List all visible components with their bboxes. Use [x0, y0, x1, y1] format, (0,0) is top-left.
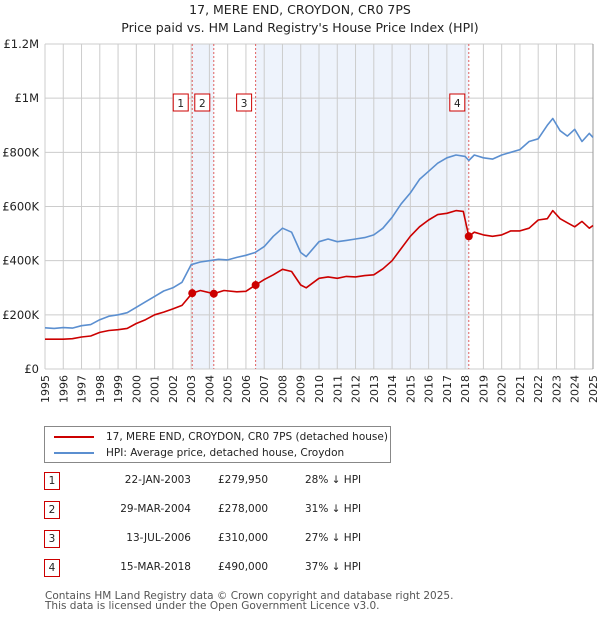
sale-date: 22-JAN-2003	[124, 474, 191, 486]
sale-marker-number: 4	[454, 98, 461, 110]
attribution-line-2: This data is licensed under the Open Gov…	[45, 600, 380, 612]
sale-hpi-diff: 31% ↓ HPI	[305, 503, 362, 515]
sale-hpi-diff: 37% ↓ HPI	[305, 561, 362, 573]
sale-date: 15-MAR-2018	[120, 561, 191, 573]
legend-label-hpi: HPI: Average price, detached house, Croy…	[106, 447, 345, 459]
x-tick-label: 2016	[423, 375, 436, 403]
attribution-footer: Contains HM Land Registry data © Crown c…	[45, 590, 454, 612]
sale-marker-number: 1	[177, 98, 184, 110]
x-tick-label: 1996	[57, 375, 70, 403]
x-tick-label: 2008	[276, 375, 289, 403]
sale-number-badge: 4	[44, 559, 60, 577]
property-price-line	[45, 209, 594, 341]
sale-marker-badge	[194, 93, 211, 112]
y-tick-label: £1M	[14, 91, 39, 105]
x-tick-label: 2005	[222, 375, 235, 403]
legend-item-property: 17, MERE END, CROYDON, CR0 7PS (detached…	[45, 429, 388, 445]
x-tick-label: 2012	[350, 375, 363, 403]
y-tick-label: £800K	[2, 145, 39, 159]
attribution-line-1: Contains HM Land Registry data © Crown c…	[45, 590, 454, 602]
x-tick-label: 2015	[404, 375, 417, 403]
sale-marker-badge	[236, 93, 253, 112]
sale-number-badge: 3	[44, 530, 60, 548]
x-tick-label: 2011	[331, 375, 344, 403]
sale-marker-number: 2	[199, 98, 206, 110]
chart-title: 17, MERE END, CROYDON, CR0 7PS	[189, 2, 411, 17]
sale-point	[251, 281, 260, 290]
x-tick-label: 2021	[514, 375, 527, 403]
hpi-line	[44, 117, 594, 330]
legend-swatch-property	[54, 436, 94, 438]
sale-point	[464, 232, 473, 241]
sale-price: £490,000	[218, 561, 269, 573]
x-tick-label: 2022	[532, 375, 545, 403]
sale-price: £278,000	[218, 503, 269, 515]
x-tick-label: 1998	[94, 375, 107, 403]
sale-number-badge: 2	[44, 501, 60, 519]
x-tick-label: 2014	[386, 375, 399, 403]
sale-price: £279,950	[218, 474, 269, 486]
sale-row: 4 15-MAR-2018 £490,000 37% ↓ HPI	[40, 559, 440, 579]
sale-row: 1 22-JAN-2003 £279,950 28% ↓ HPI	[40, 472, 440, 492]
x-tick-label: 2000	[130, 375, 143, 403]
x-tick-label: 2024	[569, 375, 582, 403]
y-tick-label: £600K	[2, 200, 39, 214]
x-tick-label: 2018	[459, 375, 472, 403]
x-tick-label: 2006	[240, 375, 253, 403]
y-tick-label: £200K	[2, 308, 39, 322]
sale-marker-number: 3	[241, 98, 248, 110]
x-tick-label: 2004	[203, 375, 216, 403]
sale-marker-badge	[449, 93, 466, 112]
sale-point	[188, 289, 197, 298]
price-chart: 1995 1996 1997 1998 1999 2000 2001 2002 2003 2004…	[2, 37, 600, 403]
sale-date: 13-JUL-2006	[126, 532, 191, 544]
legend-swatch-hpi	[54, 452, 94, 454]
sale-point	[209, 289, 218, 298]
x-tick-label: 2013	[368, 375, 381, 403]
sale-hpi-diff: 28% ↓ HPI	[305, 474, 362, 486]
sale-marker-badge	[172, 93, 189, 112]
y-tick-label: £400K	[2, 254, 39, 268]
legend-label-property: 17, MERE END, CROYDON, CR0 7PS (detached…	[106, 431, 388, 443]
x-tick-label: 2019	[477, 375, 490, 403]
x-tick-label: 2020	[496, 375, 509, 403]
sale-row: 2 29-MAR-2004 £278,000 31% ↓ HPI	[40, 501, 440, 521]
x-tick-label: 2010	[313, 375, 326, 403]
x-tick-label: 2001	[149, 375, 162, 403]
x-tick-label: 2009	[295, 375, 308, 403]
y-tick-label: £0	[24, 362, 39, 376]
sale-number-badge: 1	[44, 472, 60, 490]
x-tick-label: 2002	[167, 375, 180, 403]
legend-item-hpi: HPI: Average price, detached house, Croy…	[45, 445, 344, 461]
x-tick-label: 2017	[441, 375, 454, 403]
y-tick-label: £1.2M	[3, 37, 39, 51]
sale-date: 29-MAR-2004	[120, 503, 191, 515]
x-tick-label: 2023	[550, 375, 563, 403]
x-tick-label: 1995	[39, 375, 52, 403]
x-tick-label: 2007	[258, 375, 271, 403]
sale-row: 3 13-JUL-2006 £310,000 27% ↓ HPI	[40, 530, 440, 550]
sale-price: £310,000	[218, 532, 269, 544]
x-tick-label: 2025	[587, 375, 600, 403]
x-tick-label: 1997	[76, 375, 89, 403]
sale-hpi-diff: 27% ↓ HPI	[305, 532, 362, 544]
chart-legend: 17, MERE END, CROYDON, CR0 7PS (detached…	[44, 426, 391, 463]
chart-subtitle: Price paid vs. HM Land Registry's House …	[121, 20, 479, 35]
x-tick-label: 1999	[112, 375, 125, 403]
x-tick-label: 2003	[185, 375, 198, 403]
